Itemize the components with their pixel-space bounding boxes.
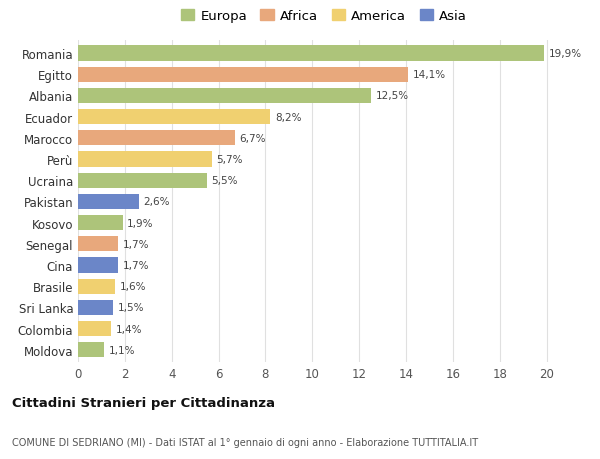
Bar: [78, 110, 270, 125]
Text: 1,1%: 1,1%: [109, 345, 135, 355]
Text: Cittadini Stranieri per Cittadinanza: Cittadini Stranieri per Cittadinanza: [12, 396, 275, 409]
Text: 1,7%: 1,7%: [122, 239, 149, 249]
Text: 19,9%: 19,9%: [549, 49, 582, 59]
Text: 14,1%: 14,1%: [413, 70, 446, 80]
Bar: [78, 321, 111, 336]
Bar: [78, 342, 104, 358]
Text: 1,9%: 1,9%: [127, 218, 154, 228]
Text: 5,7%: 5,7%: [216, 155, 243, 165]
Text: 8,2%: 8,2%: [275, 112, 301, 123]
Bar: [78, 237, 118, 252]
Bar: [78, 173, 207, 189]
Bar: [78, 67, 409, 83]
Bar: [78, 89, 371, 104]
Text: 5,5%: 5,5%: [212, 176, 238, 186]
Text: 1,6%: 1,6%: [120, 281, 146, 291]
Text: 1,5%: 1,5%: [118, 302, 145, 313]
Legend: Europa, Africa, America, Asia: Europa, Africa, America, Asia: [175, 5, 473, 28]
Bar: [78, 279, 115, 294]
Text: 6,7%: 6,7%: [239, 134, 266, 144]
Bar: [78, 194, 139, 210]
Text: 12,5%: 12,5%: [376, 91, 409, 101]
Bar: [78, 215, 122, 231]
Bar: [78, 258, 118, 273]
Bar: [78, 131, 235, 146]
Bar: [78, 46, 544, 62]
Bar: [78, 152, 212, 167]
Text: COMUNE DI SEDRIANO (MI) - Dati ISTAT al 1° gennaio di ogni anno - Elaborazione T: COMUNE DI SEDRIANO (MI) - Dati ISTAT al …: [12, 437, 478, 447]
Text: 1,7%: 1,7%: [122, 260, 149, 270]
Text: 1,4%: 1,4%: [115, 324, 142, 334]
Bar: [78, 300, 113, 315]
Text: 2,6%: 2,6%: [143, 197, 170, 207]
